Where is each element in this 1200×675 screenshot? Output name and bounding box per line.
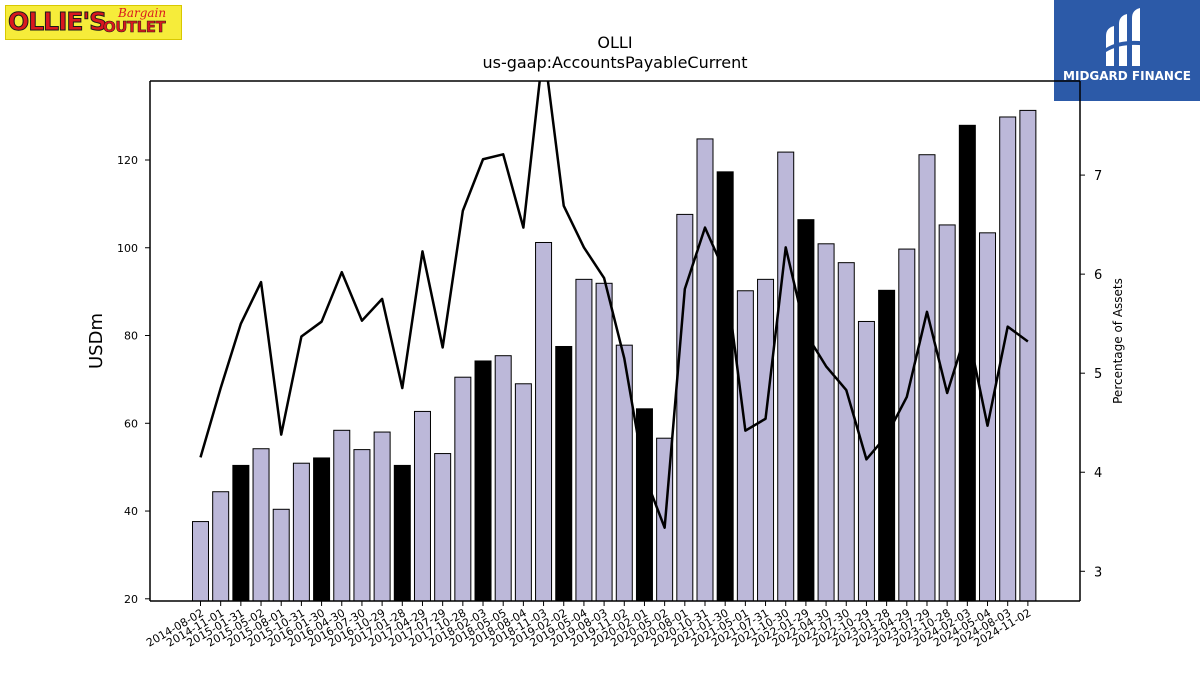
- bar-2017-10-28: [454, 376, 472, 601]
- y-tick-label: 120: [117, 154, 138, 167]
- bar-2020-10-31: [696, 138, 714, 601]
- bar-2022-04-30: [817, 243, 835, 601]
- bar-2020-08-01: [676, 213, 694, 601]
- bar-2015-10-31: [292, 462, 310, 601]
- y-axis-label: USDm: [86, 313, 107, 369]
- bar-2019-05-04: [575, 278, 593, 601]
- bar-2023-01-28: [878, 289, 896, 601]
- y2-tick-label: 6: [1094, 268, 1102, 283]
- logo-text-outlet: OUTLET: [103, 18, 166, 37]
- bar-2018-02-03: [474, 360, 492, 601]
- y2-tick-label: 5: [1094, 367, 1102, 382]
- y2-tick-label: 3: [1094, 565, 1102, 580]
- bar-2018-05-05: [494, 355, 512, 601]
- bar-2021-10-30: [777, 151, 795, 601]
- bar-2019-08-03: [595, 282, 613, 601]
- bar-2024-02-03: [958, 124, 976, 601]
- midgard-finance-logo: MIDGARD FINANCE: [1054, 0, 1200, 101]
- bar-2021-05-01: [736, 290, 754, 601]
- bar-2018-08-04: [514, 383, 532, 601]
- bar-2023-10-28: [938, 224, 956, 601]
- y-tick-label: 20: [124, 593, 138, 606]
- y-tick-label: 100: [117, 242, 138, 255]
- bar-2016-10-29: [373, 431, 391, 601]
- y2-tick-label: 7: [1094, 169, 1102, 184]
- bar-2023-07-29: [918, 154, 936, 601]
- logo-text-midgard: MIDGARD FINANCE: [1063, 69, 1191, 83]
- bar-2019-11-02: [615, 344, 633, 601]
- bar-2017-07-29: [434, 453, 452, 601]
- bar-2024-11-02: [1019, 109, 1037, 601]
- bar-2019-02-02: [555, 345, 573, 601]
- bar-2024-05-04: [979, 232, 997, 601]
- bar-2022-07-30: [837, 262, 855, 601]
- chart-title: OLLI: [597, 33, 632, 52]
- bar-2017-04-29: [413, 410, 431, 601]
- bar-2014-08-02: [192, 521, 209, 601]
- bar-2021-01-30: [716, 171, 734, 601]
- y2-axis-label: Percentage of Assets: [1111, 278, 1125, 404]
- logo-text-ollies: OLLIE'S: [7, 7, 107, 37]
- axes-group: 20406080100120345672014-08-022014-11-012…: [117, 80, 1102, 650]
- bar-2017-01-28: [393, 464, 411, 601]
- bar-2015-05-02: [252, 448, 270, 601]
- bar-2018-11-03: [535, 241, 553, 601]
- y-tick-label: 80: [124, 330, 138, 343]
- ollies-logo: OLLIE'S Bargain OUTLET: [5, 5, 182, 40]
- y-tick-label: 60: [124, 417, 138, 430]
- y-tick-label: 40: [124, 505, 138, 518]
- bar-2016-04-30: [333, 429, 351, 601]
- bar-2016-07-30: [353, 449, 371, 601]
- percent-of-assets-line: [199, 81, 1029, 529]
- bar-2022-01-29: [797, 219, 815, 601]
- bar-2014-11-01: [212, 491, 230, 601]
- line-group: [199, 81, 1029, 529]
- bar-2015-01-31: [232, 464, 250, 601]
- bar-2015-08-01: [272, 508, 290, 601]
- bar-2023-04-29: [898, 248, 916, 601]
- logo-text-bargain: Bargain: [118, 6, 167, 20]
- bar-2021-07-31: [757, 278, 775, 601]
- bars-group: [192, 109, 1037, 601]
- chart-subtitle: us-gaap:AccountsPayableCurrent: [482, 53, 747, 72]
- bar-2016-01-30: [313, 457, 331, 601]
- midgard-emblem-icon: [1106, 8, 1148, 66]
- y2-tick-label: 4: [1094, 466, 1102, 481]
- bar-2022-10-29: [857, 320, 875, 601]
